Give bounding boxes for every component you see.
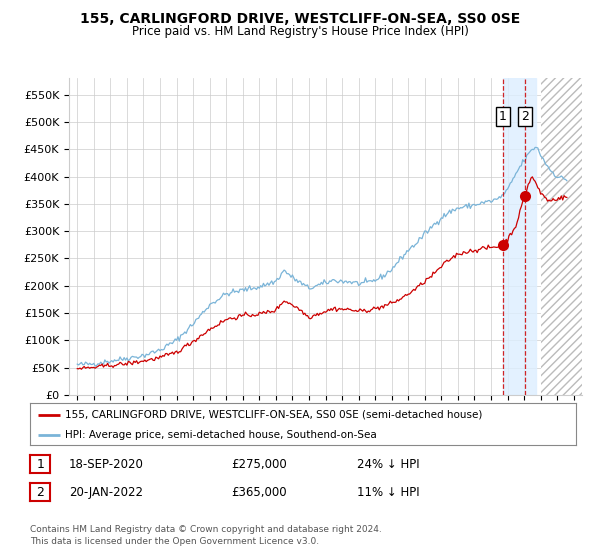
- Text: 20-JAN-2022: 20-JAN-2022: [69, 486, 143, 499]
- Text: 1: 1: [36, 458, 44, 471]
- Text: 24% ↓ HPI: 24% ↓ HPI: [357, 458, 419, 471]
- Bar: [541, 78, 582, 395]
- Text: 155, CARLINGFORD DRIVE, WESTCLIFF-ON-SEA, SS0 0SE (semi-detached house): 155, CARLINGFORD DRIVE, WESTCLIFF-ON-SEA…: [65, 409, 483, 419]
- Text: Contains HM Land Registry data © Crown copyright and database right 2024.
This d: Contains HM Land Registry data © Crown c…: [30, 525, 382, 546]
- Text: £365,000: £365,000: [231, 486, 287, 499]
- Bar: [503, 78, 536, 395]
- Bar: [541, 78, 582, 395]
- Text: Price paid vs. HM Land Registry's House Price Index (HPI): Price paid vs. HM Land Registry's House …: [131, 25, 469, 38]
- Text: HPI: Average price, semi-detached house, Southend-on-Sea: HPI: Average price, semi-detached house,…: [65, 430, 377, 440]
- Text: 1: 1: [499, 110, 507, 123]
- Text: 2: 2: [36, 486, 44, 499]
- Text: £275,000: £275,000: [231, 458, 287, 471]
- Text: 155, CARLINGFORD DRIVE, WESTCLIFF-ON-SEA, SS0 0SE: 155, CARLINGFORD DRIVE, WESTCLIFF-ON-SEA…: [80, 12, 520, 26]
- Text: 2: 2: [521, 110, 529, 123]
- Text: 11% ↓ HPI: 11% ↓ HPI: [357, 486, 419, 499]
- Text: 18-SEP-2020: 18-SEP-2020: [69, 458, 144, 471]
